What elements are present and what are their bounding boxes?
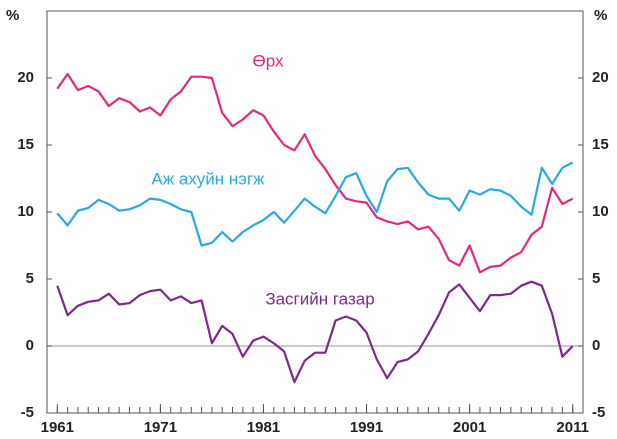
y-tick-label: 10 — [17, 203, 34, 220]
series-line — [56, 161, 574, 247]
y2-tick-label: 15 — [592, 136, 609, 153]
y-tick-label: -5 — [21, 404, 34, 421]
x-tick-label: 2011 — [556, 419, 589, 436]
y2-tick-label: 10 — [592, 203, 609, 220]
series-label: Өрх — [253, 51, 284, 70]
y-tick-label: 15 — [17, 136, 34, 153]
x-tick-label: 1961 — [41, 419, 74, 436]
series-label: Засгийн газар — [265, 289, 374, 308]
y-axis-label: % — [6, 7, 19, 24]
series-label: Аж ахуйн нэгж — [151, 169, 265, 188]
x-tick-label: 1971 — [144, 419, 177, 436]
y2-tick-label: 5 — [592, 270, 600, 287]
series-line — [56, 72, 574, 274]
x-tick-label: 2001 — [453, 419, 486, 436]
y-tick-label: 5 — [26, 270, 34, 287]
y2-tick-label: 0 — [592, 337, 600, 354]
series-line — [56, 280, 574, 384]
y-tick-label: 0 — [26, 337, 34, 354]
y2-tick-label: 20 — [592, 69, 609, 86]
x-tick-label: 1981 — [247, 419, 280, 436]
y2-axis-label: % — [594, 7, 607, 24]
x-tick-label: 1991 — [350, 419, 383, 436]
y-tick-label: 20 — [17, 69, 34, 86]
y2-tick-label: -5 — [592, 404, 605, 421]
